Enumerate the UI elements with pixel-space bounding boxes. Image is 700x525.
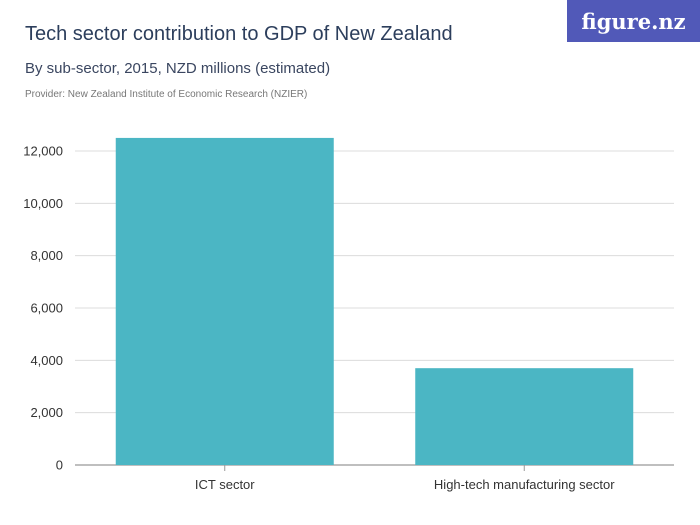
x-category-label: High-tech manufacturing sector — [434, 477, 615, 492]
logo-text: figure.nz — [581, 8, 686, 34]
bar[interactable] — [115, 137, 334, 465]
data-provider: Provider: New Zealand Institute of Econo… — [25, 89, 308, 100]
y-tick-label: 4,000 — [30, 353, 63, 368]
x-category-label: ICT sector — [195, 477, 255, 492]
bar[interactable] — [415, 368, 634, 465]
y-tick-label: 2,000 — [30, 405, 63, 420]
y-tick-label: 8,000 — [30, 248, 63, 263]
y-tick-label: 10,000 — [23, 196, 63, 211]
chart-subtitle: By sub-sector, 2015, NZD millions (estim… — [25, 60, 331, 77]
figure-nz-logo[interactable]: figure.nz — [567, 0, 700, 42]
chart-title: Tech sector contribution to GDP of New Z… — [25, 23, 453, 45]
y-tick-label: 12,000 — [23, 144, 63, 159]
y-tick-label: 0 — [56, 458, 63, 473]
y-tick-label: 6,000 — [30, 301, 63, 316]
